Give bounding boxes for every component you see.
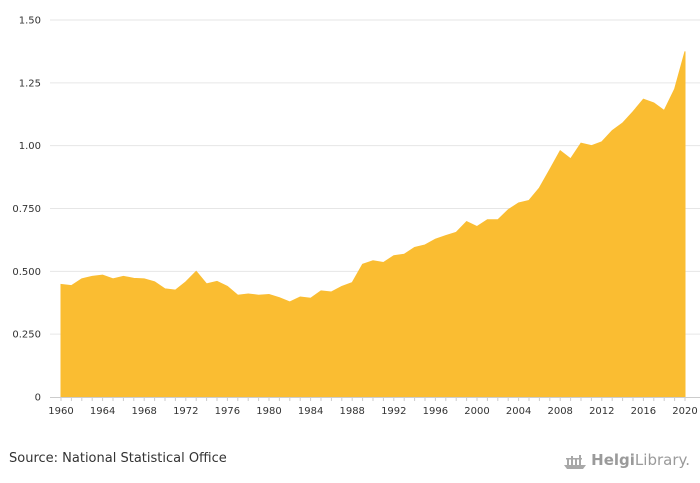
x-tick-label: 1964 (90, 406, 115, 417)
x-tick-label: 2012 (589, 406, 614, 417)
source-note: Source: National Statistical Office (9, 451, 227, 466)
x-tick-label: 1972 (173, 406, 198, 417)
brand-name-part1: Helgi (591, 451, 635, 469)
x-tick-label: 1988 (339, 406, 364, 417)
y-tick-label: 1.00 (19, 141, 41, 152)
brand-name-part2: Library. (634, 451, 690, 469)
y-tick-label: 0.750 (12, 204, 41, 215)
area-chart: 1960 1964 1968 1972 1976 1980 1984 1988 1992 1996… (12, 16, 700, 417)
y-tick-label: 1.25 (19, 78, 41, 89)
x-tick-label: 1996 (423, 406, 448, 417)
series-area (60, 51, 686, 398)
brand-logo: Helgi Library. (563, 448, 690, 472)
y-tick-label: 0.250 (12, 330, 41, 341)
x-tick-label: 2004 (506, 406, 531, 417)
y-tick-label: 1.50 (19, 16, 41, 27)
y-tick-label: 0.500 (12, 267, 41, 278)
x-tick-label: 1984 (298, 406, 323, 417)
ship-logo-icon (564, 455, 587, 469)
x-tick-label: 1960 (48, 406, 73, 417)
y-tick-label: 0 (35, 393, 41, 404)
area-series (60, 51, 686, 398)
x-tick-label: 1968 (131, 406, 156, 417)
x-tick-label: 2008 (547, 406, 572, 417)
x-tick-label: 1980 (256, 406, 281, 417)
x-tick-label: 1992 (381, 406, 406, 417)
x-tick-label: 2016 (631, 406, 656, 417)
x-tick-label: 2000 (464, 406, 489, 417)
y-axis: 0 0.250 0.500 0.750 1.00 1.25 1.50 (12, 16, 41, 404)
chart-footer: Source: National Statistical Office Helg… (0, 440, 700, 483)
x-axis: 1960 1964 1968 1972 1976 1980 1984 1988 1992 1996… (48, 397, 700, 417)
x-tick-label: 1976 (215, 406, 240, 417)
x-tick-label: 2020 (672, 406, 697, 417)
